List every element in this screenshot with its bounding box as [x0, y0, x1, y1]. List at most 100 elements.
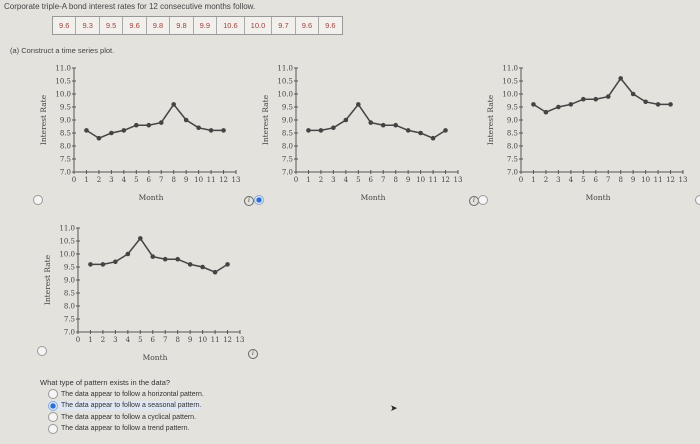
x-tick-label: 10 — [416, 176, 425, 184]
x-tick-label: 7 — [606, 176, 610, 184]
x-tick-label: 12 — [223, 336, 232, 344]
x-tick-label: 13 — [236, 336, 245, 344]
x-tick-label: 8 — [393, 176, 397, 184]
radio-option-b[interactable] — [254, 195, 264, 205]
data-cell: 9.3 — [76, 17, 100, 34]
data-point — [318, 128, 324, 133]
data-point — [150, 254, 156, 259]
x-tick-label: 5 — [356, 176, 360, 184]
radio-button[interactable] — [48, 412, 58, 422]
y-tick-label: 8.5 — [282, 130, 293, 138]
y-axis-label: Interest Rate — [486, 94, 495, 145]
y-tick-label: 10.0 — [502, 91, 518, 99]
data-point — [96, 135, 102, 141]
x-tick-label: 13 — [454, 176, 463, 184]
y-tick-label: 7.5 — [282, 156, 293, 164]
x-tick-label: 9 — [188, 336, 192, 344]
y-axis-label: Interest Rate — [261, 94, 270, 145]
x-tick-label: 11 — [211, 336, 220, 344]
part-a-label: (a) Construct a time series plot. — [10, 46, 115, 55]
x-tick-label: 3 — [113, 336, 117, 344]
y-tick-label: 10.5 — [277, 78, 293, 86]
info-icon[interactable]: i — [244, 196, 254, 206]
y-tick-label: 8.5 — [507, 130, 518, 138]
y-tick-label: 9.0 — [60, 117, 71, 125]
y-tick-label: 11.0 — [277, 65, 293, 73]
data-point — [88, 262, 93, 267]
x-tick-label: 2 — [97, 176, 101, 184]
x-tick-label: 6 — [594, 176, 599, 184]
series-line — [533, 77, 671, 114]
data-point — [208, 128, 214, 133]
answer-option[interactable]: The data appear to follow a horizontal p… — [48, 389, 204, 399]
data-cell: 9.6 — [53, 17, 77, 34]
chart-option-d: 7.0 7.5 8.0 8.5 9.0 9.5 10.0 10.5 11.0 0 1 2 3 4 5 6 7 8 9… — [34, 215, 264, 365]
data-point — [158, 120, 164, 125]
radio-option-a[interactable] — [33, 195, 43, 205]
x-tick-label: 3 — [556, 176, 560, 184]
x-tick-label: 2 — [319, 176, 323, 184]
radio-button[interactable] — [48, 400, 58, 411]
info-icon[interactable]: i — [248, 349, 258, 359]
data-point — [380, 122, 386, 128]
info-icon-partial[interactable] — [695, 195, 700, 205]
data-point — [655, 102, 661, 107]
chart-option-b: 7.0 7.5 8.0 8.5 9.0 9.5 10.0 10.5 11.0 0 1 2 3 4 5 6 7 8 9… — [252, 55, 482, 205]
chart-option-c: 7.0 7.5 8.0 8.5 9.0 9.5 10.0 10.5 11.0 0 1 2 3 4 5 6 7 8 9… — [477, 55, 700, 205]
radio-option-d[interactable] — [37, 346, 47, 356]
x-tick-label: 9 — [184, 176, 188, 184]
data-point — [531, 102, 536, 107]
x-tick-label: 6 — [151, 336, 156, 344]
x-tick-label: 1 — [531, 176, 535, 184]
data-point — [125, 251, 131, 257]
y-tick-label: 11.0 — [55, 65, 71, 73]
x-tick-label: 3 — [331, 176, 335, 184]
x-tick-label: 12 — [666, 176, 675, 184]
data-point — [343, 117, 349, 123]
radio-button[interactable] — [48, 389, 58, 399]
x-tick-label: 8 — [618, 176, 622, 184]
x-tick-label: 4 — [122, 176, 127, 184]
x-tick-label: 12 — [441, 176, 450, 184]
x-axis-label: Month — [143, 353, 168, 362]
x-tick-label: 2 — [544, 176, 548, 184]
y-tick-label: 10.0 — [59, 251, 75, 259]
x-tick-label: 4 — [569, 176, 574, 184]
x-tick-label: 0 — [294, 176, 298, 184]
x-tick-label: 0 — [76, 336, 80, 344]
data-point — [630, 91, 636, 97]
data-point — [543, 109, 549, 115]
answer-option[interactable]: The data appear to follow a seasonal pat… — [48, 400, 202, 411]
data-point — [581, 96, 586, 102]
x-axis-label: Month — [586, 193, 611, 202]
data-point — [418, 130, 423, 136]
data-point — [605, 94, 611, 99]
data-point — [593, 96, 599, 102]
data-point — [212, 269, 218, 275]
x-tick-label: 9 — [631, 176, 635, 184]
answer-option[interactable]: The data appear to follow a trend patter… — [48, 423, 189, 434]
data-point — [443, 128, 448, 133]
data-cell: 10.0 — [245, 17, 273, 34]
y-tick-label: 9.5 — [60, 104, 71, 112]
x-tick-label: 0 — [72, 176, 76, 184]
data-point — [668, 102, 673, 107]
y-tick-label: 7.5 — [64, 316, 75, 324]
data-point — [643, 99, 648, 105]
answer-option[interactable]: The data appear to follow a cyclical pat… — [48, 412, 196, 422]
data-point — [196, 125, 201, 131]
y-tick-label: 9.0 — [507, 117, 518, 125]
x-tick-label: 4 — [126, 336, 131, 344]
x-tick-label: 11 — [207, 176, 216, 184]
data-point — [405, 128, 411, 133]
data-point — [393, 122, 398, 128]
question-text: What type of pattern exists in the data? — [40, 378, 171, 387]
data-point — [146, 122, 152, 128]
y-tick-label: 10.0 — [277, 91, 293, 99]
data-cell: 10.6 — [217, 17, 245, 34]
radio-option-c[interactable] — [478, 195, 488, 205]
y-tick-label: 7.5 — [507, 156, 518, 164]
data-point — [100, 262, 106, 267]
radio-button[interactable] — [48, 423, 58, 434]
x-tick-label: 4 — [344, 176, 349, 184]
